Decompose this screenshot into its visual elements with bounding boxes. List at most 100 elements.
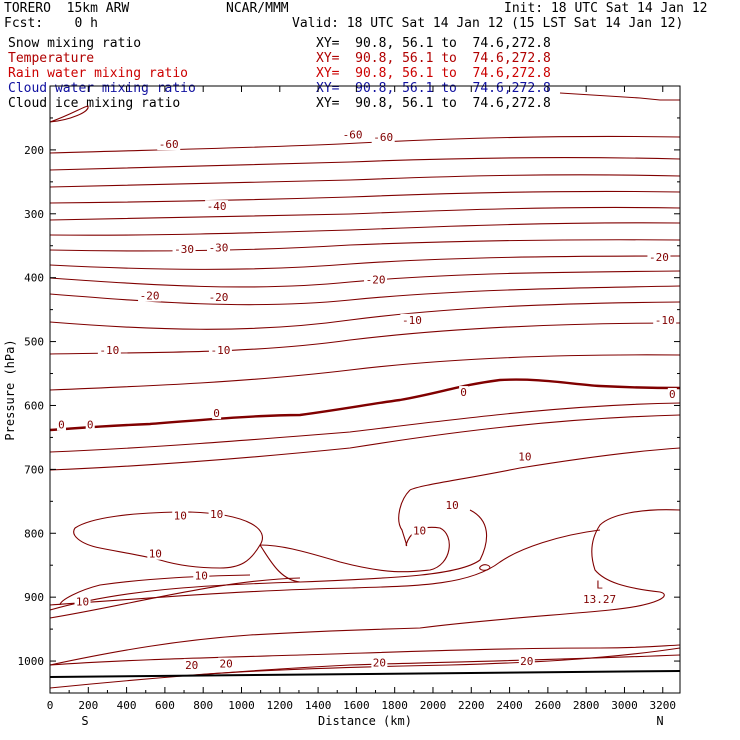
x-tick-label: 400 <box>117 699 137 712</box>
contour-line <box>49 322 681 355</box>
contour-line <box>49 654 681 689</box>
contour-label-bg <box>208 508 225 521</box>
contour-label-bg <box>411 524 428 537</box>
contour-label: 10 <box>195 569 208 582</box>
contour-label: -20 <box>209 291 229 304</box>
xy-cloudice: XY= 90.8, 56.1 to 74.6,272.8 <box>316 96 551 111</box>
contour-label: -10 <box>99 344 119 357</box>
contour-label-bg <box>56 418 66 431</box>
contour-label-bg <box>147 547 164 560</box>
contour-label-bg <box>138 289 162 302</box>
x-axis-label: Distance (km) <box>318 714 412 728</box>
contour-label: 10 <box>149 548 162 561</box>
contour-label: 10 <box>446 499 459 512</box>
x-tick-label: 200 <box>78 699 98 712</box>
contour-label-bg <box>516 450 533 463</box>
contour-label: 0 <box>58 419 65 432</box>
x-tick-label: 2600 <box>535 699 562 712</box>
contour-label-bg <box>205 200 229 213</box>
contour-line <box>49 577 301 619</box>
contour-label-bg <box>193 569 210 582</box>
contour-line <box>49 354 681 391</box>
temperature-contours <box>49 92 681 689</box>
contour-line <box>49 105 89 123</box>
contour-line <box>49 135 681 154</box>
contour-line <box>49 414 681 471</box>
contour-line <box>259 489 450 573</box>
model-title: TORERO 15km ARW <box>4 1 130 16</box>
contour-line <box>49 190 681 204</box>
contour-line <box>259 544 301 583</box>
contour-label: -10 <box>210 344 230 357</box>
contour-label: 10 <box>210 508 223 521</box>
y-tick-label: 400 <box>24 272 44 285</box>
contour-line <box>49 174 681 188</box>
contour-label: 10 <box>174 509 187 522</box>
contour-label-bg <box>400 313 424 326</box>
contour-line <box>49 529 601 606</box>
contour-label: 20 <box>373 656 386 669</box>
contour-label-bg <box>207 290 231 303</box>
contour-line <box>49 402 681 453</box>
y-tick-label: 500 <box>24 336 44 349</box>
contour-line <box>49 644 681 666</box>
terrain-surface-line <box>49 670 681 678</box>
contour-line <box>49 255 681 270</box>
contour-line <box>49 301 681 330</box>
contour-label-bg <box>157 138 181 151</box>
contour-label: 0 <box>669 388 676 401</box>
x-tick-label: 1800 <box>381 699 408 712</box>
contour-label: -60 <box>373 131 393 144</box>
contour-label: 20 <box>220 658 233 671</box>
init-time: Init: 18 UTC Sat 14 Jan 12 <box>504 1 708 16</box>
x-tick-label: 1400 <box>305 699 332 712</box>
contour-line <box>49 206 681 221</box>
field-snow-label: Snow mixing ratio <box>8 36 142 51</box>
y-tick-label: 300 <box>24 208 44 221</box>
valid-time: Valid: 18 UTC Sat 14 Jan 12 (15 LST Sat … <box>292 16 684 31</box>
contour-label-group: -60 -60 -60 -40 -30 -30 -20 -20 -20 -20 -10 -10 -10 -… <box>56 128 677 672</box>
x-tick-label: 2800 <box>573 699 600 712</box>
y-tick-label: 900 <box>24 591 44 604</box>
contour-label: -60 <box>159 138 179 151</box>
contour-line <box>49 509 681 666</box>
contour-label: -10 <box>402 314 422 327</box>
contour-label: 10 <box>518 451 531 464</box>
contour-line <box>49 270 681 288</box>
temperature-zero-isotherm <box>49 378 681 432</box>
contour-label: -10 <box>655 314 675 327</box>
xy-rain: XY= 90.8, 56.1 to 74.6,272.8 <box>316 66 551 81</box>
field-cloudice-label: Cloud ice mixing ratio <box>8 96 181 111</box>
y-tick-label: 700 <box>24 463 44 476</box>
contour-label-bg <box>371 131 395 144</box>
contour-label: 20 <box>520 655 533 668</box>
contour-line <box>409 447 681 491</box>
contour-label-bg <box>518 655 535 668</box>
y-tick-label: 1000 <box>18 655 45 668</box>
x-tick-label: 1000 <box>228 699 255 712</box>
contour-label: 0 <box>87 419 94 432</box>
contour-label-bg <box>207 241 231 254</box>
contour-line <box>479 564 491 571</box>
contour-label: -20 <box>140 290 160 303</box>
x-tick-label: 1200 <box>267 699 294 712</box>
contour-label-bg <box>459 386 469 399</box>
contour-line <box>59 574 251 606</box>
contour-label-bg <box>364 273 388 286</box>
x-tick-label: 2400 <box>496 699 523 712</box>
contour-line <box>49 222 681 236</box>
xy-snow: XY= 90.8, 56.1 to 74.6,272.8 <box>316 36 551 51</box>
contour-label-bg <box>341 128 365 141</box>
field-rain-label: Rain water mixing ratio <box>8 66 189 81</box>
contour-label-bg <box>667 387 677 400</box>
contour-line <box>49 509 488 611</box>
contour-label-bg <box>172 509 189 522</box>
contour-label: -40 <box>207 200 227 213</box>
y-axis-label: Pressure (hPa) <box>3 339 17 440</box>
x-tick-label: 1600 <box>343 699 370 712</box>
contour-label: -20 <box>366 274 386 287</box>
x-tick-label: 600 <box>155 699 175 712</box>
y-tick-label: 800 <box>24 527 44 540</box>
xy-temperature: XY= 90.8, 56.1 to 74.6,272.8 <box>316 51 551 66</box>
